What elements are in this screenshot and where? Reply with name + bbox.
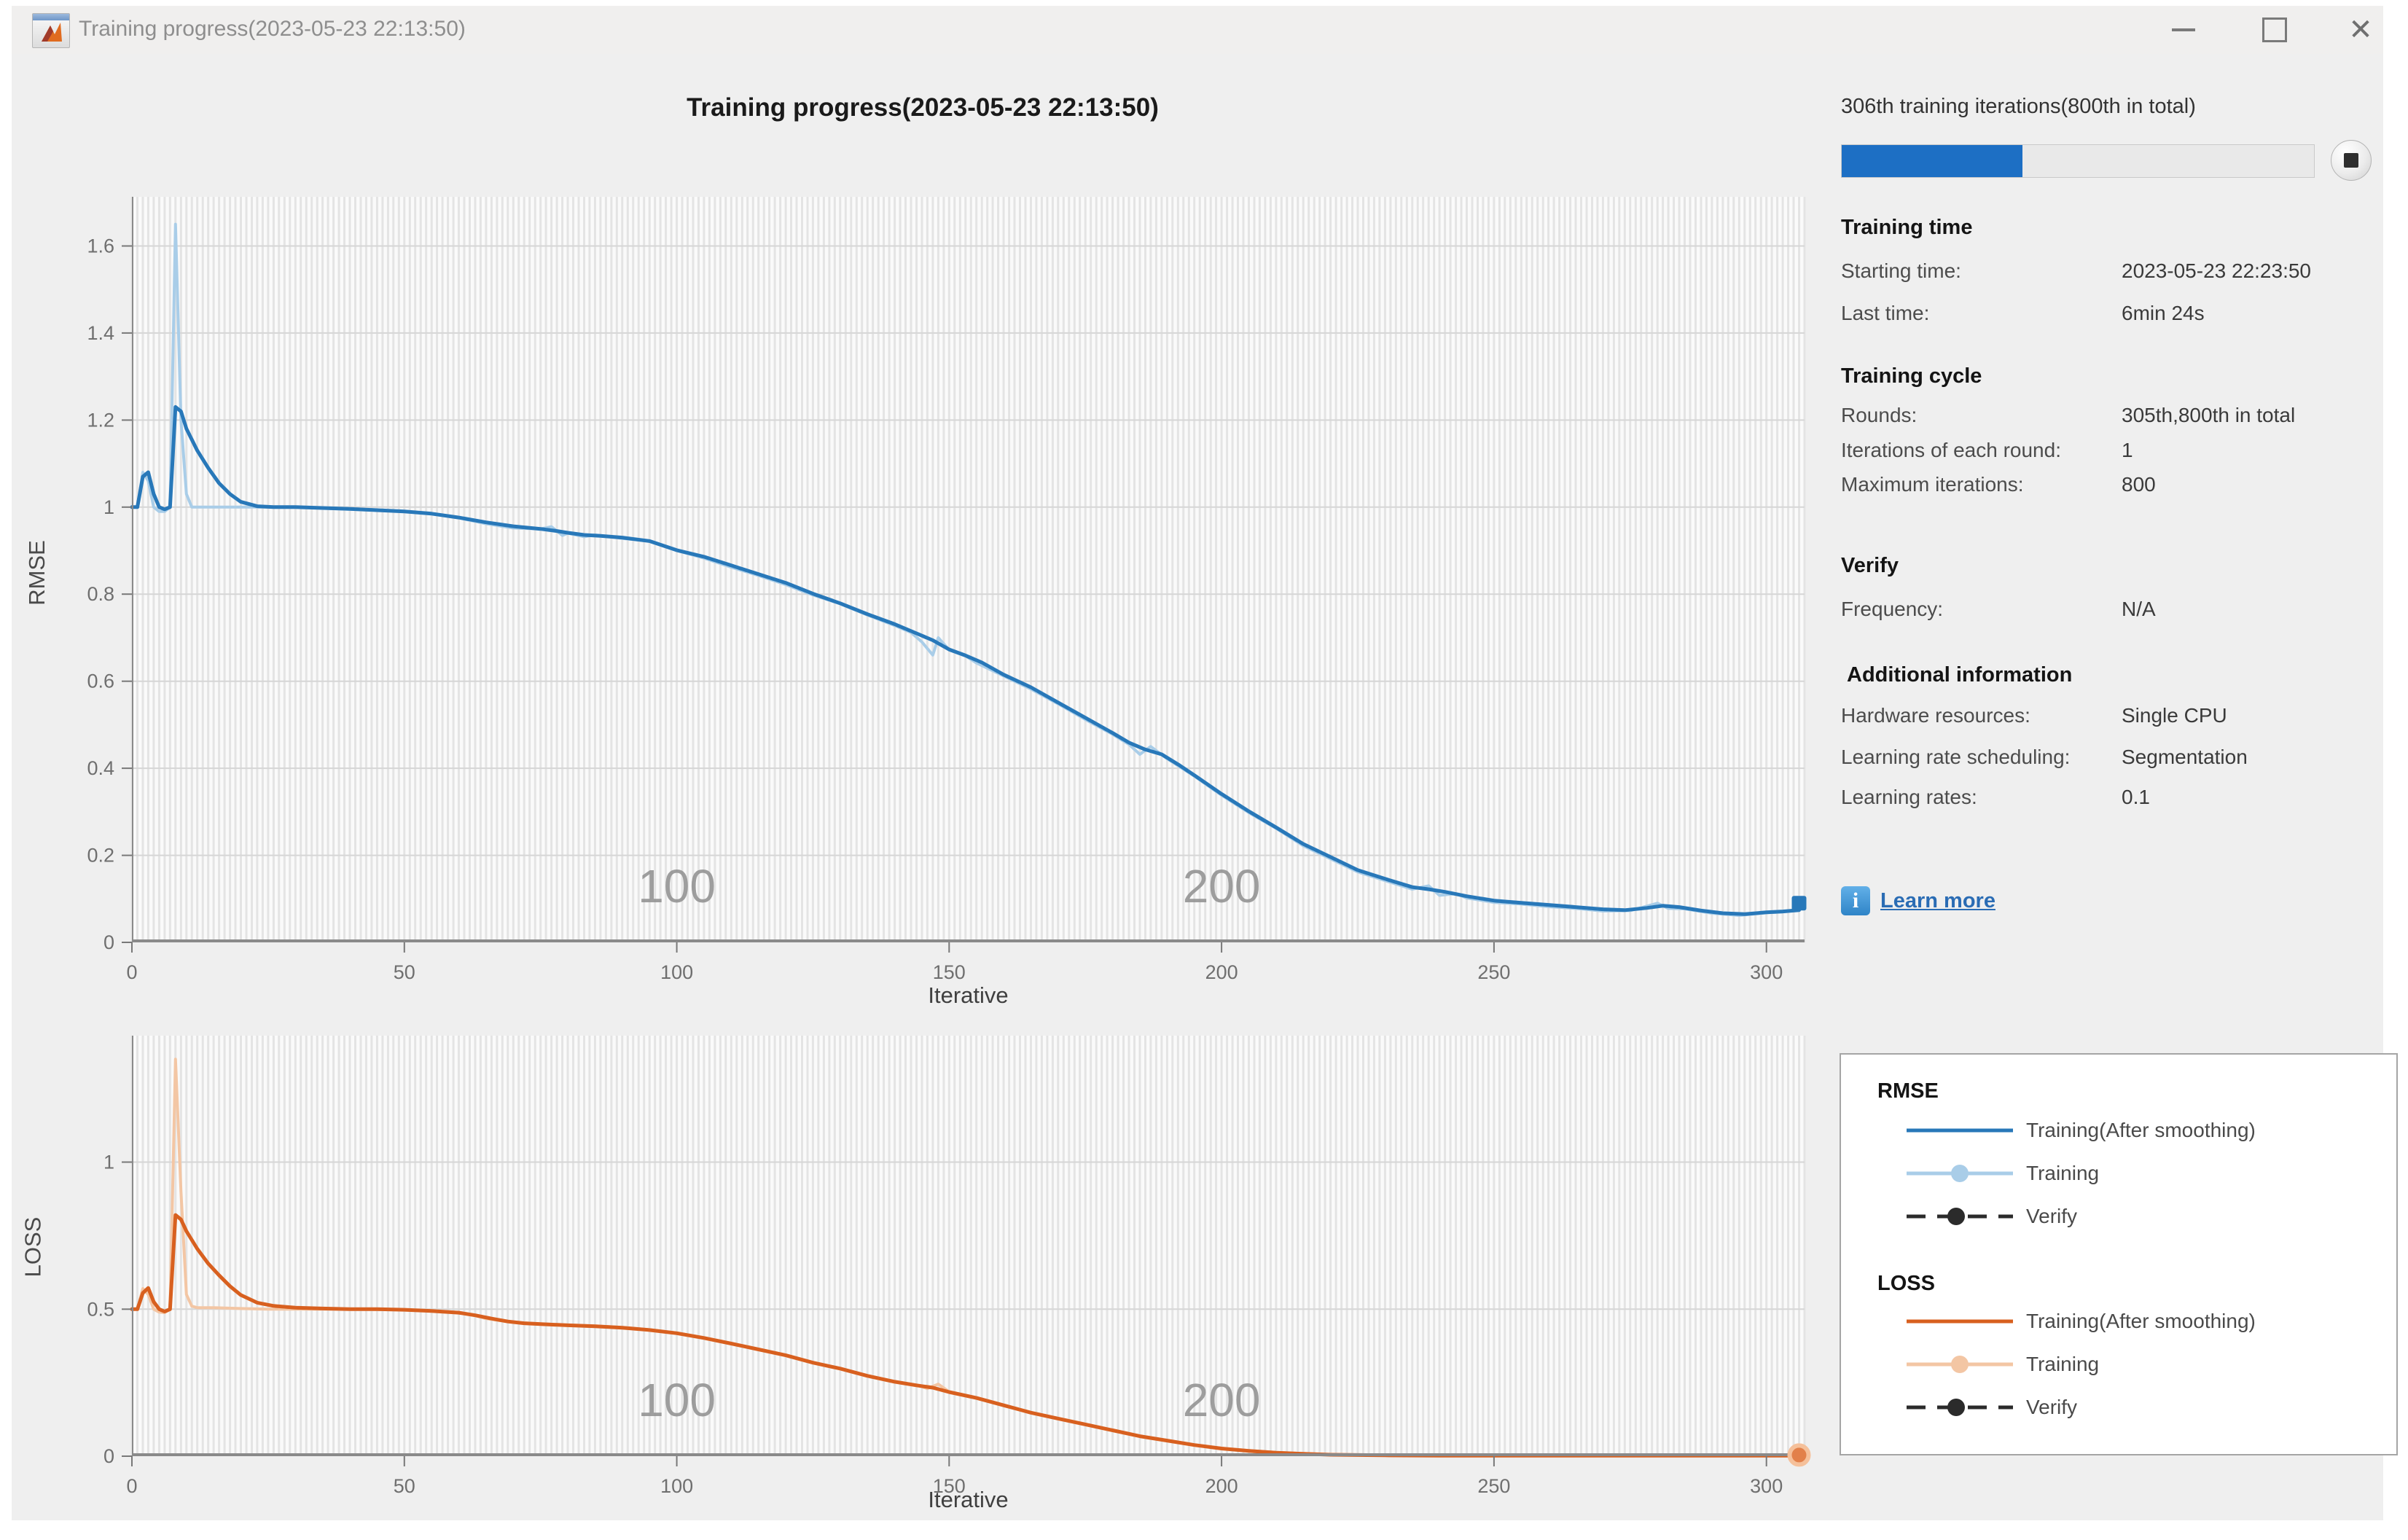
- svg-text:0: 0: [103, 931, 114, 953]
- label-starting-time: Starting time:: [1841, 259, 1961, 282]
- label-rounds: Rounds:: [1841, 404, 1918, 426]
- legend-box: RMSE Training(After smoothing) Training …: [1840, 1053, 2398, 1455]
- value-maximum-iterations: 800: [2122, 473, 2156, 496]
- legend-item-rmse-verify: Verify: [1905, 1205, 2077, 1228]
- legend-rmse-title: RMSE: [1877, 1079, 1939, 1103]
- section-training-time: Training time: [1841, 216, 1973, 239]
- close-icon: ✕: [2348, 14, 2373, 46]
- info-icon: i: [1841, 886, 1870, 915]
- loss-raw-marker-sample: [1951, 1356, 1969, 1373]
- rmse-x-axis-label: Iterative: [928, 982, 1009, 1008]
- svg-text:0.4: 0.4: [87, 757, 114, 779]
- svg-text:1.2: 1.2: [87, 409, 114, 431]
- label-frequency: Frequency:: [1841, 598, 1944, 620]
- value-starting-time: 2023-05-23 22:23:50: [2122, 259, 2311, 282]
- loss-chart: 100 200 0 50 100 150 200 250 300 0 0.5 1: [87, 1036, 1811, 1497]
- svg-text:100: 100: [660, 1475, 693, 1497]
- legend-item-loss-training: Training: [1905, 1353, 2099, 1376]
- value-frequency: N/A: [2122, 598, 2156, 620]
- close-button[interactable]: ✕: [2328, 6, 2393, 54]
- svg-text:50: 50: [394, 961, 415, 983]
- label-learning-rates: Learning rates:: [1841, 786, 1977, 808]
- svg-text:0.6: 0.6: [87, 671, 114, 692]
- svg-text:0.5: 0.5: [87, 1298, 114, 1320]
- label-hardware-resources: Hardware resources:: [1841, 704, 2030, 727]
- value-rounds: 305th,800th in total: [2122, 404, 2296, 426]
- svg-text:200: 200: [1183, 1374, 1261, 1426]
- loss-verify-marker-sample: [1947, 1399, 1965, 1416]
- stop-icon: [2344, 153, 2358, 168]
- svg-text:200: 200: [1205, 1475, 1238, 1497]
- matlab-app-icon: [32, 13, 70, 48]
- svg-text:0.2: 0.2: [87, 845, 114, 867]
- section-training-cycle: Training cycle: [1841, 364, 1982, 388]
- svg-text:250: 250: [1477, 1475, 1510, 1497]
- value-iterations-each-round: 1: [2122, 439, 2133, 461]
- svg-text:300: 300: [1750, 1475, 1783, 1497]
- loss-x-axis-label: Iterative: [928, 1487, 1009, 1512]
- rmse-chart: 100 200 0 50 100 150 200 250 300 0 0.2 0.4 0.6 0.8 1 1.…: [87, 197, 1807, 983]
- label-last-time: Last time:: [1841, 302, 1930, 324]
- label-maximum-iterations: Maximum iterations:: [1841, 473, 2024, 496]
- legend-item-rmse-smoothed: Training(After smoothing): [1907, 1119, 2256, 1141]
- label-iterations-each-round: Iterations of each round:: [1841, 439, 2061, 461]
- progress-fill: [1842, 145, 2022, 177]
- legend-loss-title: LOSS: [1877, 1272, 1935, 1295]
- value-last-time: 6min 24s: [2122, 302, 2205, 324]
- svg-text:100: 100: [638, 860, 716, 912]
- training-progress-window: Training progress(2023-05-23 22:13:50) ✕…: [12, 6, 2398, 1520]
- svg-text:300: 300: [1750, 961, 1783, 983]
- minimize-button[interactable]: [2151, 6, 2216, 54]
- rmse-raw-marker-sample: [1951, 1165, 1969, 1182]
- label-learning-rate-scheduling: Learning rate scheduling:: [1841, 746, 2071, 768]
- iteration-status-text: 306th training iterations(800th in total…: [1841, 95, 2196, 118]
- svg-text:200: 200: [1183, 860, 1261, 912]
- svg-text:100: 100: [638, 1374, 716, 1426]
- learn-more-label: Learn more: [1880, 888, 1995, 912]
- maximize-button[interactable]: [2242, 6, 2307, 54]
- section-verify: Verify: [1841, 554, 1899, 577]
- learn-more-link[interactable]: i Learn more: [1841, 886, 1995, 915]
- section-additional-information: Additional information: [1847, 663, 2073, 687]
- value-hardware-resources: Single CPU: [2122, 704, 2227, 727]
- rmse-verify-marker-sample: [1947, 1208, 1965, 1225]
- svg-text:150: 150: [933, 1475, 966, 1497]
- chart-title: Training progress(2023-05-23 22:13:50): [687, 93, 1159, 122]
- titlebar: Training progress(2023-05-23 22:13:50) ✕: [12, 6, 2383, 54]
- svg-text:1.4: 1.4: [87, 322, 114, 344]
- minimize-icon: [2172, 28, 2195, 31]
- svg-text:0: 0: [103, 1445, 114, 1467]
- svg-text:0.8: 0.8: [87, 583, 114, 605]
- svg-text:200: 200: [1205, 961, 1238, 983]
- value-learning-rate-scheduling: Segmentation: [2122, 746, 2248, 768]
- svg-text:0: 0: [126, 961, 137, 983]
- value-learning-rates: 0.1: [2122, 786, 2150, 808]
- svg-text:1: 1: [103, 1152, 114, 1173]
- svg-text:0: 0: [126, 1475, 137, 1497]
- svg-text:150: 150: [933, 961, 966, 983]
- svg-text:250: 250: [1477, 961, 1510, 983]
- svg-text:50: 50: [394, 1475, 415, 1497]
- legend-item-loss-verify: Verify: [1905, 1396, 2077, 1419]
- stop-training-button[interactable]: [2331, 140, 2372, 181]
- svg-text:1: 1: [103, 496, 114, 518]
- training-progress-bar: [1841, 144, 2315, 178]
- rmse-y-axis-label: RMSE: [23, 540, 50, 606]
- loss-y-axis-label: LOSS: [20, 1216, 46, 1278]
- legend-item-loss-smoothed: Training(After smoothing): [1907, 1310, 2256, 1332]
- svg-text:100: 100: [660, 961, 693, 983]
- window-title: Training progress(2023-05-23 22:13:50): [79, 17, 466, 41]
- legend-item-rmse-training: Training: [1905, 1162, 2099, 1185]
- maximize-icon: [2262, 17, 2287, 42]
- svg-text:1.6: 1.6: [87, 235, 114, 257]
